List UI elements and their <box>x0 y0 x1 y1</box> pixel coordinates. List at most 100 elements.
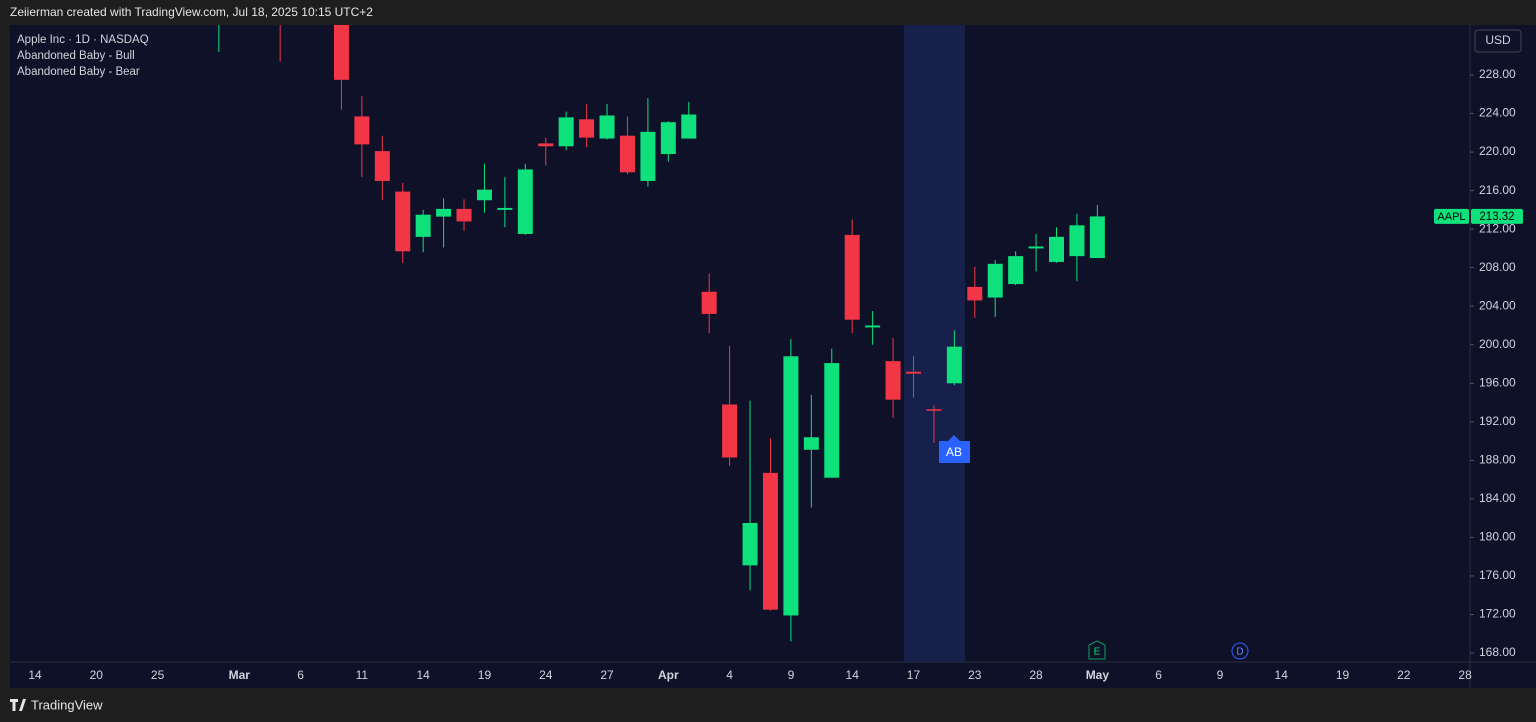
candle-body <box>885 361 901 400</box>
candle-body <box>415 214 431 237</box>
candle-body <box>701 291 717 314</box>
candle-body <box>538 143 554 147</box>
candle-body <box>681 114 697 139</box>
y-tick-label: 188.00 <box>1479 453 1516 467</box>
pattern-highlight <box>904 25 965 662</box>
candle-body <box>803 437 819 450</box>
candle-body <box>926 409 942 411</box>
candle-body <box>395 191 411 252</box>
x-tick-label: 9 <box>1217 668 1224 682</box>
x-tick-label: 27 <box>600 668 614 682</box>
x-tick-label: 14 <box>416 668 430 682</box>
y-tick-label: 180.00 <box>1479 530 1516 544</box>
candle-body <box>905 371 921 374</box>
candle-body <box>354 116 370 145</box>
event-marker[interactable] <box>1088 640 1106 660</box>
x-tick-label: 6 <box>297 668 304 682</box>
candle-body <box>967 286 983 301</box>
candle-body <box>865 325 881 328</box>
candle-body <box>640 131 656 181</box>
x-tick-label: 11 <box>356 668 369 682</box>
candle-body <box>497 207 513 210</box>
plot-area <box>10 25 1470 662</box>
price-tag: AAPL <box>1437 211 1465 223</box>
currency[interactable]: USD <box>1485 33 1511 47</box>
y-tick-label: 176.00 <box>1479 568 1516 582</box>
event-marker[interactable] <box>1231 642 1249 660</box>
candle-body <box>517 169 533 234</box>
candle-body <box>824 363 840 478</box>
currency-button[interactable] <box>1474 29 1522 53</box>
candle-body <box>599 115 615 139</box>
candle-body <box>987 263 1003 298</box>
candles <box>218 25 1105 642</box>
x-tick-label: 4 <box>726 668 733 682</box>
y-tick-label: 204.00 <box>1479 298 1516 312</box>
candle-body <box>660 122 676 154</box>
candle-body <box>374 151 390 181</box>
y-tick-label: 208.00 <box>1479 260 1516 274</box>
event-label[interactable]: E <box>1094 647 1101 658</box>
y-tick-label: 172.00 <box>1479 607 1516 621</box>
legend-indicator: Abandoned Baby - Bear <box>17 66 140 78</box>
candle-body <box>436 208 452 217</box>
x-tick-label: 25 <box>151 668 165 682</box>
candle-body <box>742 522 758 566</box>
x-tick-label: 22 <box>1397 668 1411 682</box>
candle-body <box>762 472 778 610</box>
y-tick-label: 200.00 <box>1479 337 1516 351</box>
x-tick-label: 24 <box>539 668 553 682</box>
legend-indicator: Abandoned Baby - Bull <box>17 50 135 62</box>
y-tick-label: 224.00 <box>1479 106 1516 120</box>
y-tick-label: 196.00 <box>1479 375 1516 389</box>
logo <box>10 699 26 711</box>
y-tick-label: 212.00 <box>1479 221 1516 235</box>
y-tick-label: 216.00 <box>1479 183 1516 197</box>
candle-body <box>844 234 860 320</box>
x-tick-label: Mar <box>229 668 251 682</box>
candle-body <box>558 117 574 147</box>
candle-body <box>1028 246 1044 249</box>
x-tick-label: 19 <box>1336 668 1350 682</box>
x-tick-label: 14 <box>1275 668 1289 682</box>
candle-body <box>1008 256 1024 285</box>
candle-body <box>579 119 595 138</box>
candle-body <box>783 356 799 616</box>
x-tick-label: May <box>1086 668 1110 682</box>
time-axis <box>10 662 1470 688</box>
candle-body <box>476 189 492 201</box>
x-tick-label: 19 <box>478 668 492 682</box>
candle-body <box>333 25 349 80</box>
x-tick-label: 14 <box>846 668 860 682</box>
last-price: 213.32 <box>1479 211 1514 223</box>
price-tag-bg <box>1434 208 1469 224</box>
caption: Zeiierman created with TradingView.com, … <box>10 5 373 19</box>
candle-body <box>1069 225 1085 257</box>
event-label[interactable]: D <box>1236 647 1243 658</box>
y-tick-label: 228.00 <box>1479 67 1516 81</box>
x-tick-label: 14 <box>28 668 42 682</box>
candle-body <box>619 135 635 173</box>
candle-body <box>1049 236 1064 262</box>
x-tick-label: 9 <box>788 668 795 682</box>
y-tick-label: 168.00 <box>1479 645 1516 659</box>
x-tick-label: 17 <box>907 668 921 682</box>
x-tick-label: 28 <box>1029 668 1043 682</box>
brand: TradingView <box>31 697 103 712</box>
last-price-bg <box>1471 208 1523 224</box>
x-tick-label: 6 <box>1155 668 1162 682</box>
annotation: AB <box>946 445 962 459</box>
candle-body <box>1089 216 1105 259</box>
legend-symbol: Apple Inc · 1D · NASDAQ <box>17 34 149 46</box>
candle-body <box>946 346 962 384</box>
y-tick-label: 184.00 <box>1479 491 1516 505</box>
x-tick-label: 28 <box>1458 668 1472 682</box>
price-axis <box>1470 25 1536 688</box>
x-tick-label: 23 <box>968 668 982 682</box>
y-tick-label: 192.00 <box>1479 414 1516 428</box>
annotation-flag <box>939 435 970 463</box>
y-tick-label: 220.00 <box>1479 144 1516 158</box>
x-tick-label: Apr <box>658 668 679 682</box>
